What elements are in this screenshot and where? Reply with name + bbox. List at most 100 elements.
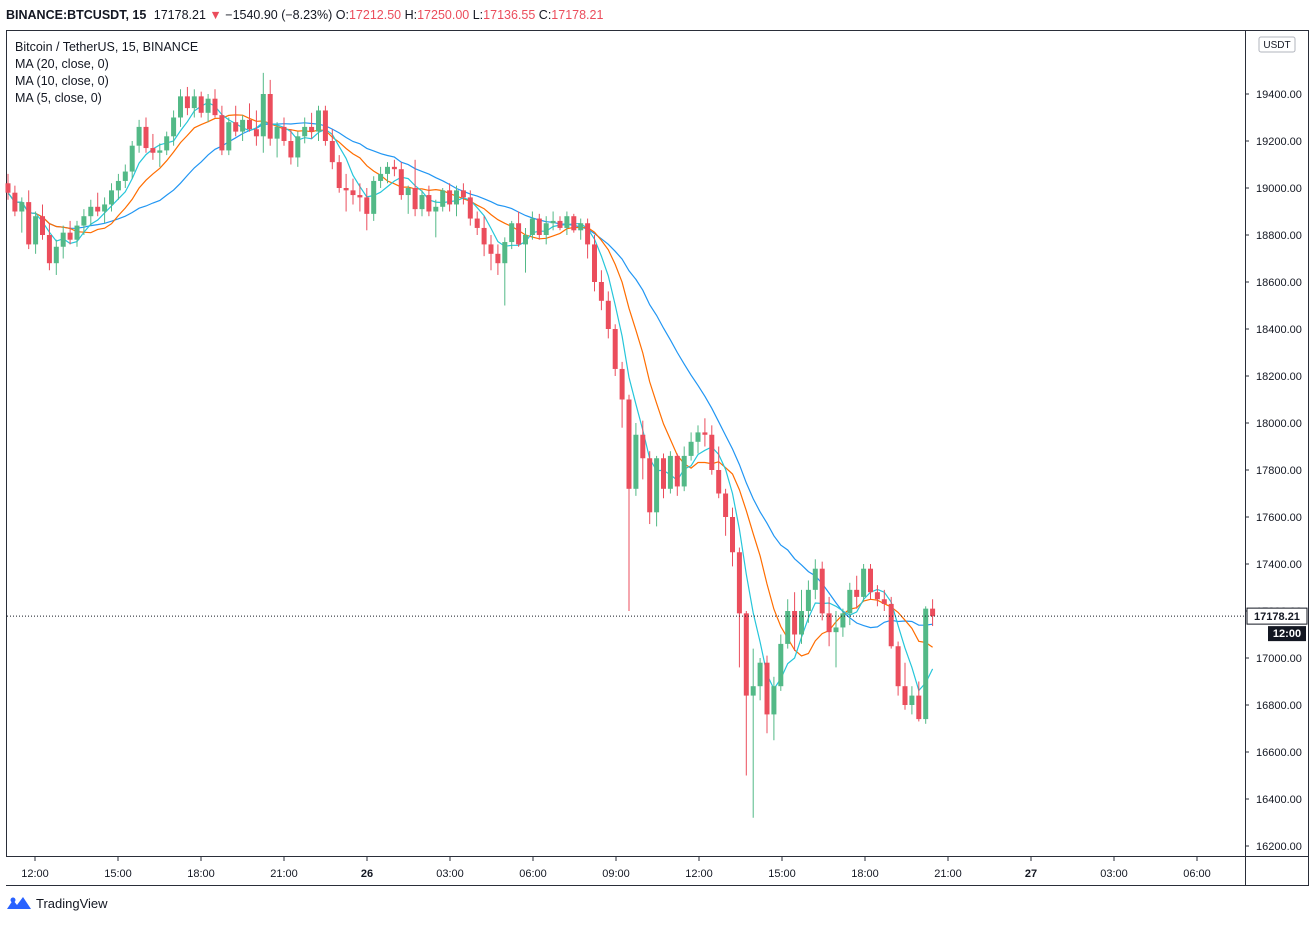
candle-body[interactable] [40, 216, 45, 235]
candle-body[interactable] [171, 117, 177, 137]
candle-body[interactable] [819, 568, 825, 614]
candle-body[interactable] [502, 242, 508, 264]
candle-body[interactable] [529, 218, 535, 235]
candle-body[interactable] [743, 613, 749, 696]
candle-body[interactable] [336, 162, 342, 188]
candle-body[interactable] [578, 223, 584, 231]
candle-body[interactable] [861, 568, 867, 597]
candle-body[interactable] [557, 220, 563, 228]
candle-body[interactable] [736, 552, 742, 614]
candle-body[interactable] [847, 589, 853, 614]
candle-body[interactable] [357, 195, 363, 198]
candle-body[interactable] [205, 98, 211, 113]
candle-body[interactable] [5, 183, 11, 193]
candle-body[interactable] [136, 126, 142, 146]
candle-body[interactable] [95, 206, 101, 212]
candle-body[interactable] [654, 458, 660, 513]
candle-body[interactable] [695, 432, 701, 442]
candle-body[interactable] [833, 627, 839, 633]
candle-body[interactable] [316, 110, 321, 132]
candle-body[interactable] [233, 122, 239, 132]
candle-body[interactable] [799, 611, 804, 635]
candle-body[interactable] [812, 568, 818, 590]
candle-body[interactable] [122, 171, 128, 181]
candle-body[interactable] [440, 190, 446, 207]
candle-body[interactable] [723, 493, 729, 518]
candle-body[interactable] [419, 195, 425, 210]
candle-body[interactable] [226, 122, 232, 151]
candle-body[interactable] [322, 110, 328, 141]
candle-body[interactable] [667, 455, 673, 489]
candle-body[interactable] [509, 223, 515, 243]
candle-body[interactable] [474, 218, 480, 228]
candle-body[interactable] [454, 190, 459, 205]
candle-body[interactable] [240, 119, 246, 132]
candle-body[interactable] [219, 115, 225, 151]
candle-body[interactable] [640, 434, 646, 459]
candle-body[interactable] [598, 282, 604, 301]
candle-body[interactable] [460, 190, 466, 198]
legend-ma5[interactable]: MA (5, close, 0) [15, 91, 102, 105]
candle-body[interactable] [709, 434, 715, 470]
candle-body[interactable] [785, 611, 791, 644]
candle-body[interactable] [647, 458, 653, 513]
candle-body[interactable] [854, 589, 860, 597]
candle-body[interactable] [102, 204, 108, 212]
candle-body[interactable] [605, 300, 611, 329]
candle-body[interactable] [253, 129, 259, 137]
tradingview-branding[interactable]: TradingView [6, 895, 108, 911]
candle-body[interactable] [930, 608, 936, 617]
candle-body[interactable] [364, 197, 370, 214]
candle-body[interactable] [184, 96, 190, 109]
candle-body[interactable] [19, 202, 25, 212]
candle-body[interactable] [157, 150, 163, 153]
candle-body[interactable] [447, 190, 453, 205]
candle-body[interactable] [881, 599, 887, 604]
candle-body[interactable] [633, 434, 639, 489]
candle-body[interactable] [329, 141, 335, 163]
candle-body[interactable] [909, 695, 915, 705]
candle-body[interactable] [405, 188, 411, 196]
candle-body[interactable] [302, 126, 308, 137]
candle-body[interactable] [12, 192, 18, 212]
candle-body[interactable] [46, 235, 52, 264]
currency-badge[interactable]: USDT [1263, 40, 1290, 51]
candle-body[interactable] [778, 643, 784, 687]
candle-body[interactable] [129, 145, 135, 172]
candle-body[interactable] [681, 455, 687, 487]
candle-body[interactable] [730, 517, 735, 553]
candle-body[interactable] [164, 136, 170, 151]
candle-body[interactable] [288, 141, 294, 158]
candle-body[interactable] [923, 608, 929, 720]
legend-ma20[interactable]: MA (20, close, 0) [15, 57, 109, 71]
candle-body[interactable] [874, 592, 880, 600]
candle-body[interactable] [74, 225, 80, 240]
candle-body[interactable] [495, 253, 501, 264]
candle-body[interactable] [371, 180, 377, 214]
candle-body[interactable] [688, 441, 694, 456]
candle-body[interactable] [391, 166, 397, 170]
candle-body[interactable] [564, 216, 570, 228]
candle-body[interactable] [281, 126, 287, 141]
candle-body[interactable] [888, 603, 894, 647]
candle-body[interactable] [143, 126, 149, 149]
candle-body[interactable] [309, 126, 315, 132]
candle-body[interactable] [571, 216, 577, 231]
candle-body[interactable] [523, 235, 528, 245]
candle-body[interactable] [543, 223, 549, 235]
candle-body[interactable] [350, 190, 356, 196]
candle-body[interactable] [53, 246, 59, 264]
candle-body[interactable] [191, 96, 197, 109]
candle-body[interactable] [267, 94, 273, 139]
candle-body[interactable] [550, 220, 556, 224]
legend-ma10[interactable]: MA (10, close, 0) [15, 74, 109, 88]
candle-body[interactable] [702, 432, 708, 435]
candle-body[interactable] [343, 188, 349, 191]
candle-body[interactable] [902, 686, 908, 705]
candle-body[interactable] [67, 232, 73, 240]
candle-body[interactable] [488, 244, 494, 254]
candle-body[interactable] [674, 455, 680, 487]
candle-body[interactable] [916, 695, 922, 720]
candle-body[interactable] [109, 190, 114, 205]
